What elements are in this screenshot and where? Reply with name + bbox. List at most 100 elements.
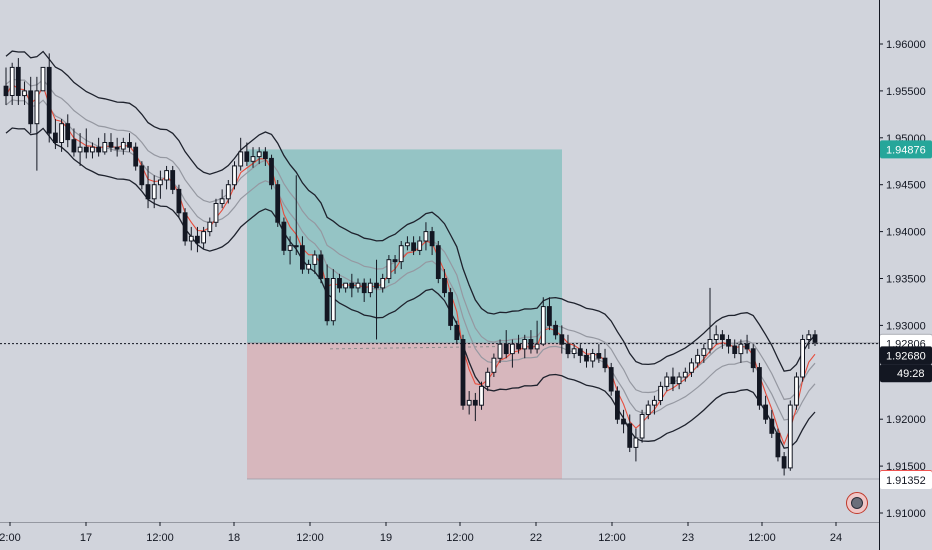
candle [337,273,342,293]
candle-body [571,348,577,354]
candle [361,278,367,302]
candle-body [250,156,256,162]
candle-body [83,146,89,153]
candle-body [158,179,163,186]
x-tick-label: 24 [830,532,842,544]
candle [596,344,602,363]
y-tick-label: 1.94500 [886,180,926,192]
candle-body [775,432,781,458]
candle [442,269,447,298]
candle-body [726,339,731,347]
candle-body [812,334,818,343]
candle-body [682,371,688,378]
candle [726,334,731,354]
candle [565,334,571,359]
candle [151,175,157,209]
candle [750,344,756,373]
candle-body [306,263,312,270]
candle-body [225,184,231,200]
candle-body [621,418,626,425]
y-tick-label: 1.92000 [886,414,926,426]
candle [763,395,769,424]
candle-body [479,385,484,406]
candle-body [71,139,77,153]
candle-body [411,242,417,251]
candle [201,226,206,249]
candle [300,236,305,274]
candle [90,142,95,159]
candle [343,282,349,293]
candle-body [485,371,491,387]
candle-body [108,142,114,148]
candle-body [658,385,664,401]
candle [269,154,274,190]
candle [71,128,77,157]
candle-body [337,278,342,289]
x-tick-label: 19 [380,532,392,544]
candle [120,137,126,155]
candle-body [374,282,379,289]
candle [590,348,596,368]
candle [15,58,21,105]
candle [312,250,318,274]
candle-body [28,90,34,125]
candle-body [392,259,398,263]
candle-body [676,376,682,385]
candle-body [565,343,571,355]
candle-body [15,66,21,97]
price-tag: 1.92680 [880,346,932,365]
candle-body [145,184,151,200]
candle [769,409,775,438]
candle [195,226,200,253]
candle-body [806,334,812,340]
candle [781,452,787,476]
candle [263,147,268,166]
price-tag-bg [880,140,932,159]
candle [34,76,40,171]
candle-body [59,123,65,143]
candle-body [386,259,392,280]
price-tag-label: 49:28 [897,368,925,380]
y-tick-label: 1.96000 [886,39,926,51]
candle-body [127,142,132,148]
candle-body [349,282,355,289]
candle-body [133,146,139,167]
candle [787,400,793,471]
candle-body [435,245,441,279]
candle [275,180,281,227]
candle-body [744,343,750,350]
candle-body [380,278,386,289]
candle-body [9,66,15,97]
candle [367,278,373,298]
candle [639,409,645,443]
candle [232,161,237,190]
candle [584,348,589,368]
candle [812,330,818,347]
candle-body [540,306,546,345]
candle-body [201,231,206,244]
candle [102,133,108,155]
candle-body [602,357,608,369]
chart-logo-button[interactable] [846,492,868,514]
candle [491,353,497,377]
candle-body [652,399,657,406]
candle [188,226,194,251]
candle-body [176,188,182,214]
x-tick-label: 17 [80,532,92,544]
candle-body [417,240,423,251]
candle [621,409,626,434]
candle-body [442,278,447,294]
candle-body [114,146,120,150]
candle-body [787,404,793,469]
candle-body [633,437,639,448]
candle [460,334,466,410]
candle-body [53,132,58,144]
candle-body [263,151,268,159]
candle-body [318,254,324,279]
candle [293,175,299,256]
candle-body [34,90,40,125]
candle [9,62,15,105]
candle-body [577,348,583,356]
candle [497,339,503,363]
